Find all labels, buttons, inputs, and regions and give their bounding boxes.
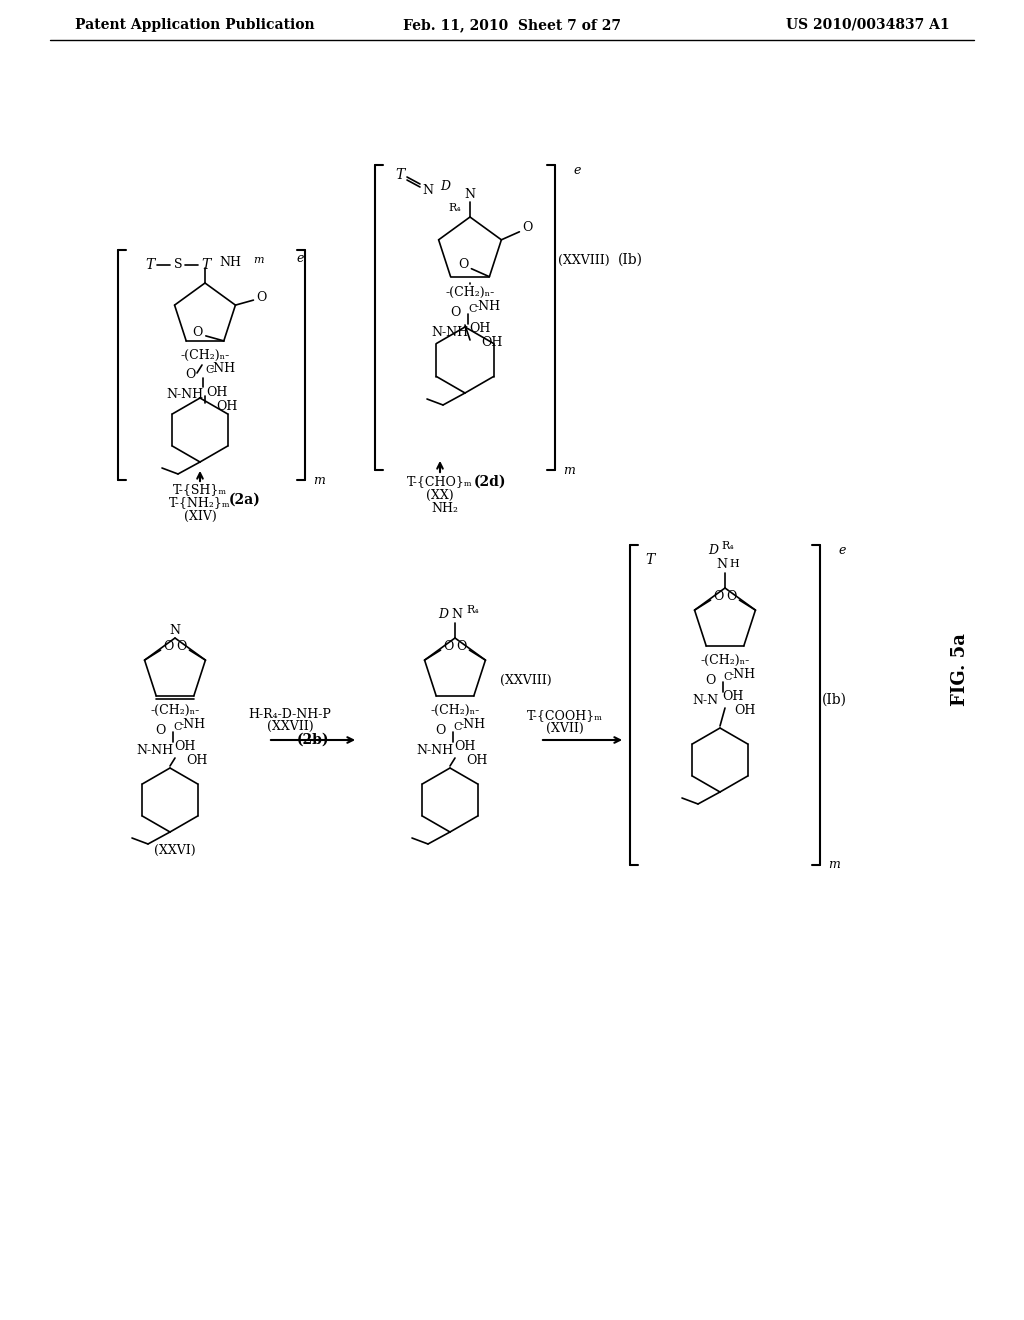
Text: OH: OH: [216, 400, 238, 413]
Text: (XXVI): (XXVI): [155, 843, 196, 857]
Text: (2a): (2a): [229, 492, 261, 507]
Text: T-{SH}ₘ: T-{SH}ₘ: [173, 483, 227, 496]
Text: m: m: [563, 463, 574, 477]
Text: N: N: [465, 189, 475, 202]
Text: -NH: -NH: [460, 718, 486, 730]
Text: (XXVII): (XXVII): [266, 719, 313, 733]
Text: N-N: N-N: [692, 693, 718, 706]
Text: O: O: [435, 723, 445, 737]
Text: (XXVIII): (XXVIII): [558, 253, 609, 267]
Text: T: T: [145, 257, 155, 272]
Text: OH: OH: [469, 322, 490, 334]
Text: OH: OH: [455, 739, 476, 752]
Text: (XX): (XX): [426, 488, 454, 502]
Text: Patent Application Publication: Patent Application Publication: [75, 18, 314, 32]
Text: O: O: [176, 640, 186, 652]
Text: O: O: [256, 290, 266, 304]
Text: e: e: [573, 164, 581, 177]
Text: C: C: [469, 304, 477, 314]
Text: T: T: [645, 553, 654, 568]
Text: -NH: -NH: [475, 300, 501, 313]
Text: (Ib): (Ib): [618, 253, 643, 267]
Text: (XXVIII): (XXVIII): [500, 673, 552, 686]
Text: -(CH₂)ₙ-: -(CH₂)ₙ-: [430, 704, 479, 717]
Text: N-NH: N-NH: [167, 388, 204, 401]
Text: O: O: [450, 305, 460, 318]
Text: FIG. 5a: FIG. 5a: [951, 634, 969, 706]
Text: C: C: [174, 722, 182, 733]
Text: D: D: [438, 607, 449, 620]
Text: O: O: [164, 640, 174, 652]
Text: -(CH₂)ₙ-: -(CH₂)ₙ-: [700, 653, 750, 667]
Text: N: N: [423, 183, 433, 197]
Text: O: O: [443, 640, 454, 652]
Text: S: S: [174, 259, 182, 272]
Text: H-R₄-D-NH-P: H-R₄-D-NH-P: [249, 708, 332, 721]
Text: (XIV): (XIV): [183, 510, 216, 523]
Text: O: O: [193, 326, 203, 339]
Text: OH: OH: [206, 385, 227, 399]
Text: D: D: [440, 180, 450, 193]
Text: R₄: R₄: [449, 203, 462, 213]
Text: O: O: [155, 723, 165, 737]
Text: OH: OH: [186, 754, 208, 767]
Text: C: C: [206, 366, 214, 375]
Text: NH: NH: [219, 256, 241, 268]
Text: T-{COOH}ₘ: T-{COOH}ₘ: [527, 710, 603, 722]
Text: T-{CHO}ₘ: T-{CHO}ₘ: [408, 475, 473, 488]
Text: e: e: [296, 252, 304, 264]
Text: -(CH₂)ₙ-: -(CH₂)ₙ-: [180, 348, 229, 362]
Text: US 2010/0034837 A1: US 2010/0034837 A1: [786, 18, 950, 32]
Text: m: m: [313, 474, 325, 487]
Text: OH: OH: [174, 739, 196, 752]
Text: OH: OH: [734, 704, 756, 717]
Text: T: T: [395, 168, 404, 182]
Text: C: C: [454, 722, 462, 733]
Text: (2d): (2d): [474, 475, 506, 488]
Text: -NH: -NH: [730, 668, 756, 681]
Text: -NH: -NH: [180, 718, 206, 730]
Text: O: O: [705, 673, 715, 686]
Text: m: m: [828, 858, 840, 871]
Text: R₄: R₄: [722, 541, 734, 550]
Text: NH₂: NH₂: [431, 502, 459, 515]
Text: N: N: [717, 557, 727, 570]
Text: e: e: [839, 544, 846, 557]
Text: N: N: [170, 623, 180, 636]
Text: (XVII): (XVII): [546, 722, 584, 734]
Text: T: T: [202, 257, 211, 272]
Text: m: m: [253, 255, 263, 265]
Text: -NH: -NH: [210, 362, 237, 375]
Text: D: D: [708, 544, 718, 557]
Text: H: H: [729, 558, 739, 569]
Text: N-NH: N-NH: [136, 743, 173, 756]
Text: Feb. 11, 2010  Sheet 7 of 27: Feb. 11, 2010 Sheet 7 of 27: [403, 18, 621, 32]
Text: -(CH₂)ₙ-: -(CH₂)ₙ-: [151, 704, 200, 717]
Text: R₄: R₄: [467, 605, 479, 615]
Text: (2b): (2b): [297, 733, 330, 747]
Text: OH: OH: [722, 689, 743, 702]
Text: C: C: [724, 672, 732, 682]
Text: OH: OH: [481, 335, 503, 348]
Text: N-NH: N-NH: [431, 326, 469, 338]
Text: O: O: [458, 259, 469, 271]
Text: O: O: [726, 590, 736, 603]
Text: O: O: [457, 640, 467, 652]
Text: T-{NH₂}ₘ: T-{NH₂}ₘ: [169, 496, 230, 510]
Text: O: O: [714, 590, 724, 603]
Text: -(CH₂)ₙ-: -(CH₂)ₙ-: [445, 285, 495, 298]
Text: (Ib): (Ib): [822, 693, 847, 708]
Text: O: O: [522, 222, 532, 235]
Text: OH: OH: [466, 754, 487, 767]
Text: N: N: [452, 607, 463, 620]
Text: O: O: [184, 368, 196, 381]
Text: N-NH: N-NH: [417, 743, 454, 756]
